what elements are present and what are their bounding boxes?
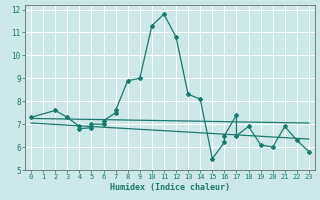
X-axis label: Humidex (Indice chaleur): Humidex (Indice chaleur) (110, 183, 230, 192)
